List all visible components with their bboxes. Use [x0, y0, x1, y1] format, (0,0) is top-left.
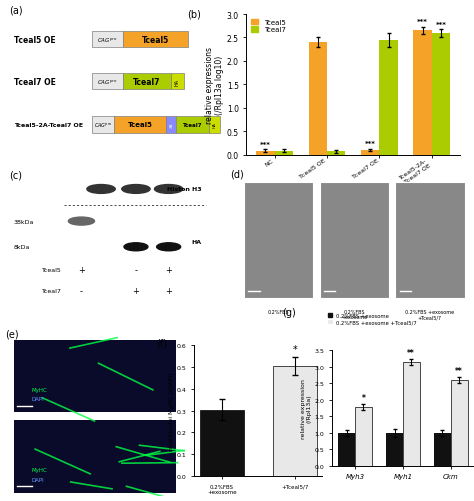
Text: ***: ***: [260, 142, 271, 148]
FancyBboxPatch shape: [166, 117, 176, 133]
Bar: [274, 152, 293, 155]
Text: 0.2%FBS
+exosome: 0.2%FBS +exosome: [341, 309, 367, 320]
FancyBboxPatch shape: [319, 182, 389, 299]
Text: (f): (f): [156, 338, 167, 348]
Text: -: -: [135, 265, 137, 274]
Text: (c): (c): [9, 170, 22, 180]
Text: Tceal5: Tceal5: [42, 267, 62, 272]
Text: MyHC: MyHC: [32, 467, 47, 472]
Y-axis label: multinuclei MyHC (/DAPI): multinuclei MyHC (/DAPI): [169, 372, 174, 450]
Bar: [432, 34, 450, 155]
Bar: [434, 433, 451, 466]
Text: Tceal7: Tceal7: [183, 123, 202, 128]
FancyBboxPatch shape: [14, 341, 176, 413]
FancyBboxPatch shape: [176, 117, 209, 133]
Text: HA: HA: [212, 122, 217, 128]
Text: Histon H3: Histon H3: [167, 187, 201, 192]
Text: HA: HA: [191, 240, 201, 245]
Text: Tceal7: Tceal7: [42, 288, 62, 293]
Text: $\mathit{CAG}^{pro}$: $\mathit{CAG}^{pro}$: [97, 78, 118, 86]
Bar: [273, 366, 317, 476]
Text: +: +: [165, 286, 172, 295]
Text: *: *: [292, 344, 297, 354]
Text: (g): (g): [282, 307, 296, 317]
Text: ***: ***: [417, 20, 428, 26]
Bar: [338, 433, 355, 466]
Text: **: **: [456, 366, 463, 375]
Text: DAPI: DAPI: [32, 476, 45, 481]
Text: $\mathit{CAG}^{pro}$: $\mathit{CAG}^{pro}$: [97, 36, 118, 45]
Text: Tceal5: Tceal5: [142, 36, 169, 45]
Text: (d): (d): [230, 169, 245, 179]
Bar: [355, 407, 372, 466]
Text: +: +: [133, 286, 139, 295]
Bar: [451, 380, 467, 466]
FancyBboxPatch shape: [209, 117, 220, 133]
Text: 8kDa: 8kDa: [14, 245, 30, 250]
Text: Tceal7: Tceal7: [133, 78, 161, 87]
Bar: [386, 433, 403, 466]
Text: ***: ***: [436, 22, 447, 28]
Bar: [379, 41, 398, 155]
Text: **: **: [408, 349, 415, 358]
Ellipse shape: [122, 185, 150, 194]
Bar: [309, 43, 327, 155]
Text: 0.2%FBS: 0.2%FBS: [268, 309, 289, 314]
Ellipse shape: [87, 185, 115, 194]
Text: DAPI: DAPI: [32, 396, 45, 401]
Ellipse shape: [124, 243, 148, 252]
FancyBboxPatch shape: [171, 74, 184, 90]
Bar: [403, 362, 419, 466]
Y-axis label: relative expression
(/Rpl13a): relative expression (/Rpl13a): [301, 378, 311, 438]
Text: Tceal5: Tceal5: [128, 122, 153, 128]
Text: Tceal5 OE: Tceal5 OE: [14, 36, 55, 45]
Text: (b): (b): [187, 10, 201, 20]
Text: (e): (e): [5, 329, 18, 339]
FancyBboxPatch shape: [244, 182, 313, 299]
Text: Tceal5-2A-Tceal7 OE: Tceal5-2A-Tceal7 OE: [14, 123, 83, 128]
Bar: [200, 410, 244, 476]
Text: 38kDa: 38kDa: [14, 219, 34, 224]
FancyBboxPatch shape: [123, 32, 188, 48]
FancyBboxPatch shape: [14, 421, 176, 493]
Text: -: -: [80, 286, 83, 295]
Text: *: *: [362, 393, 365, 402]
Legend: 0.2%FBS +exosome, 0.2%FBS +exosome +Tceal5/7: 0.2%FBS +exosome, 0.2%FBS +exosome +Tcea…: [328, 313, 418, 325]
FancyBboxPatch shape: [114, 117, 166, 133]
FancyBboxPatch shape: [123, 74, 171, 90]
FancyBboxPatch shape: [92, 117, 114, 133]
FancyBboxPatch shape: [92, 32, 123, 48]
Ellipse shape: [155, 185, 183, 194]
FancyBboxPatch shape: [395, 182, 465, 299]
Text: HA: HA: [175, 79, 180, 86]
Text: +: +: [78, 265, 85, 274]
Text: MyHC: MyHC: [32, 387, 47, 392]
Text: ***: ***: [365, 141, 375, 147]
Text: +: +: [165, 265, 172, 274]
Bar: [256, 152, 274, 155]
Text: 0.2%FBS +exosome
+Tceal5/7: 0.2%FBS +exosome +Tceal5/7: [405, 309, 455, 320]
Text: Tceal7 OE: Tceal7 OE: [14, 78, 56, 87]
Text: (a): (a): [9, 5, 23, 15]
Legend: Tceal5, Tceal7: Tceal5, Tceal7: [250, 19, 287, 35]
Ellipse shape: [68, 217, 94, 225]
Bar: [327, 152, 345, 155]
Y-axis label: relative expressions
(/Rpl13a log10): relative expressions (/Rpl13a log10): [205, 47, 224, 124]
FancyBboxPatch shape: [92, 74, 123, 90]
Bar: [413, 32, 432, 155]
Bar: [361, 151, 379, 155]
Text: $\mathit{CAG}^{pro}$: $\mathit{CAG}^{pro}$: [94, 121, 112, 130]
Text: 2A: 2A: [169, 123, 173, 128]
Ellipse shape: [156, 243, 181, 252]
